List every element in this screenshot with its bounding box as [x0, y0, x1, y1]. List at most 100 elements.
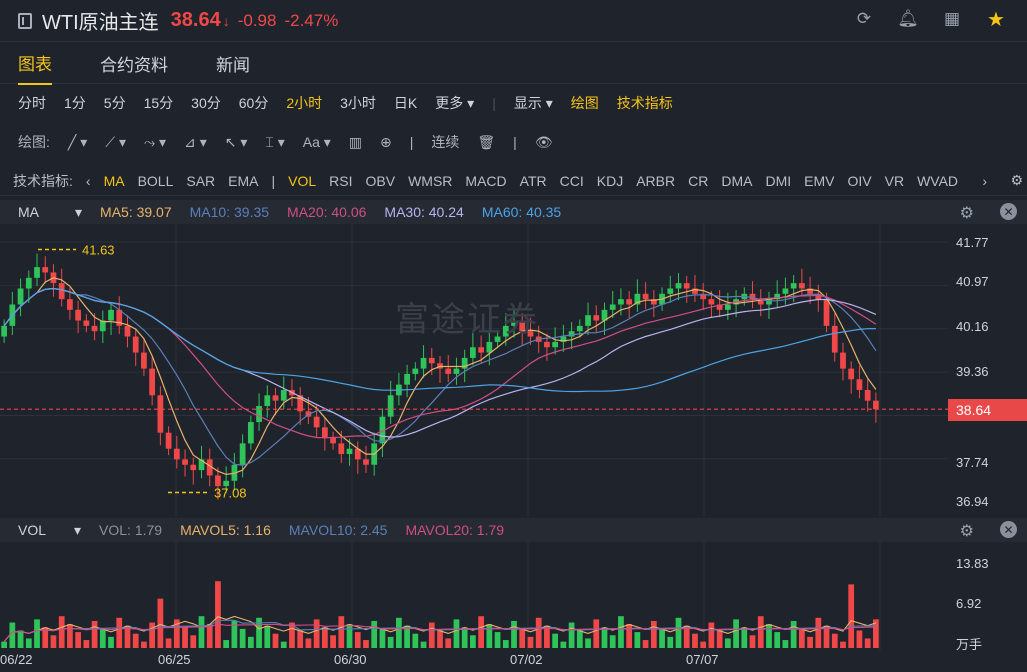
document-icon[interactable] [18, 12, 32, 29]
volume-bar [42, 627, 49, 648]
candle-body [272, 395, 279, 401]
grid-icon[interactable]: ▦ [943, 9, 961, 28]
ind-vol[interactable]: VOL [288, 172, 317, 189]
vol-settings-icon[interactable]: ⚙ [959, 523, 974, 540]
tf-2h[interactable]: 2小时 [286, 95, 323, 111]
ind-boll[interactable]: BOLL [137, 172, 174, 189]
settings-icon[interactable]: ⚙ [1010, 172, 1023, 188]
tf-60m[interactable]: 60分 [238, 95, 269, 111]
star-icon[interactable]: ★ [987, 8, 1005, 31]
tab-contract-info[interactable]: 合约资料 [100, 56, 168, 75]
ind-sar[interactable]: SAR [186, 172, 216, 189]
mavol-line [3, 623, 876, 642]
ind-emv[interactable]: EMV [804, 172, 835, 189]
candle-body [428, 357, 435, 364]
ind-macd[interactable]: MACD [465, 172, 507, 189]
vol-chevron-down-icon[interactable]: ▾ [74, 521, 82, 538]
volume-bar [568, 622, 575, 648]
candle-tool-icon[interactable]: ▥ [348, 133, 363, 150]
tf-15m[interactable]: 15分 [143, 95, 174, 111]
tab-chart[interactable]: 图表 [18, 42, 52, 85]
tab-news[interactable]: 新闻 [216, 56, 250, 75]
malegend-item: MA20: 40.06 [287, 204, 367, 220]
candle-body [173, 448, 180, 460]
vol-selector[interactable]: VOL [18, 522, 47, 538]
arrow-tool-icon[interactable]: ↖ ▾ [224, 133, 248, 150]
candle-body [42, 267, 49, 273]
text-tool-icon[interactable]: Aa ▾ [302, 133, 331, 150]
volume-bar [585, 638, 591, 648]
candle-body [280, 389, 287, 401]
ind-wmsr[interactable]: WMSR [408, 172, 453, 189]
tf-intraday[interactable]: 分时 [18, 95, 46, 111]
line-tool-icon[interactable]: ╱ ▾ [67, 133, 88, 150]
ma-close-icon[interactable]: ✕ [1000, 203, 1017, 220]
candle-body [724, 304, 731, 310]
volume-bar [609, 635, 616, 648]
tf-5m[interactable]: 5分 [103, 95, 126, 111]
volume-chart[interactable] [0, 542, 948, 650]
price-chart[interactable]: 41.63 37.08 [0, 224, 948, 516]
candle-body [494, 336, 501, 342]
ind-oiv[interactable]: OIV [847, 172, 872, 189]
ma-settings-icon[interactable]: ⚙ [959, 205, 974, 222]
volume-bar [206, 624, 213, 648]
vol-close-icon[interactable]: ✕ [1000, 521, 1017, 538]
draw-toggle[interactable]: 绘图 [570, 95, 599, 111]
polyline-tool-icon[interactable]: ⟋ ▾ [105, 133, 126, 150]
ind-dma[interactable]: DMA [721, 172, 753, 189]
ma-chevron-down-icon[interactable]: ▾ [75, 203, 83, 220]
volume-bar [659, 628, 665, 648]
volume-bar [757, 616, 764, 648]
eye-icon[interactable]: 👁︎ [534, 133, 553, 150]
ma-selector[interactable]: MA [18, 204, 39, 220]
path-tool-icon[interactable]: ⤳ ▾ [143, 133, 167, 150]
tf-1m[interactable]: 1分 [64, 95, 86, 111]
ind-wvad[interactable]: WVAD [917, 172, 959, 189]
candle-body [560, 336, 567, 342]
refresh-icon[interactable]: ⟳ [856, 9, 872, 28]
volume-bar [280, 641, 287, 648]
candle-body [264, 395, 271, 406]
ind-dmi[interactable]: DMI [765, 172, 792, 189]
ind-ma[interactable]: MA [103, 172, 125, 189]
volume-bar [132, 633, 139, 648]
ind-obv[interactable]: OBV [365, 172, 396, 189]
ind-cr[interactable]: CR [688, 172, 709, 189]
volume-bar [190, 635, 197, 648]
ind-arbr[interactable]: ARBR [636, 172, 676, 189]
ma-line [3, 287, 876, 393]
ind-rsi[interactable]: RSI [329, 172, 353, 189]
chevron-right-icon[interactable]: › [982, 172, 987, 189]
measure-tool-icon[interactable]: ⌶ ▾ [265, 133, 285, 150]
display-menu[interactable]: 显示 ▾ [513, 95, 553, 111]
tf-daily[interactable]: 日K [393, 95, 418, 111]
indicator-toggle[interactable]: 技术指标 [616, 95, 673, 111]
ind-kdj[interactable]: KDJ [596, 172, 624, 189]
ind-vr[interactable]: VR [884, 172, 905, 189]
ind-cci[interactable]: CCI [559, 172, 584, 189]
tf-3h[interactable]: 3小时 [340, 95, 376, 111]
tf-more[interactable]: 更多 ▾ [435, 95, 475, 111]
chevron-left-icon[interactable]: ‹ [85, 172, 91, 189]
candle-body [766, 299, 772, 305]
candle-body [83, 320, 90, 326]
bell-icon[interactable]: 🔔︎ [897, 9, 919, 28]
ind-ema[interactable]: EMA [228, 172, 259, 189]
price-tick: 40.97 [956, 274, 989, 289]
volume-bar [67, 624, 73, 648]
tf-30m[interactable]: 30分 [191, 95, 221, 111]
candle-body [823, 299, 830, 326]
zoom-icon[interactable]: ⊕ [380, 133, 392, 150]
price-tick: 37.74 [956, 455, 989, 470]
candle-body [848, 368, 855, 380]
continuous-toggle[interactable]: 连续 [431, 134, 460, 150]
channel-tool-icon[interactable]: ⊿ ▾ [184, 133, 207, 150]
vol-tick: 6.92 [956, 596, 982, 611]
price-tick: 40.16 [956, 319, 989, 334]
volume-bar [774, 632, 781, 648]
ind-atr[interactable]: ATR [519, 172, 547, 189]
candle-body [247, 422, 254, 444]
volume-bar [256, 617, 262, 648]
trash-icon[interactable]: 🗑︎ [477, 133, 496, 150]
